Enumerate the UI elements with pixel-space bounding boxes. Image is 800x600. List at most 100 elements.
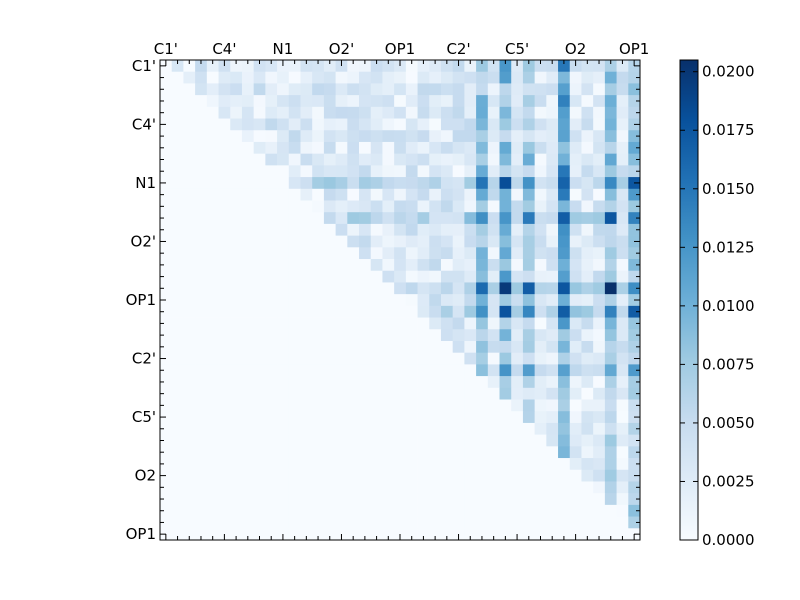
heatmap-cell [382, 259, 395, 272]
heatmap-cell [171, 294, 184, 307]
heatmap-cell [499, 422, 512, 435]
heatmap-cell [616, 422, 629, 435]
heatmap-cell [476, 153, 489, 166]
x-tick-label: OP1 [619, 40, 649, 58]
heatmap-cell [569, 60, 582, 73]
heatmap-cell [394, 106, 407, 119]
heatmap-cell [558, 106, 571, 119]
heatmap-cell [429, 247, 442, 260]
heatmap-cell [558, 411, 571, 424]
heatmap-cell [335, 504, 348, 517]
heatmap-cell [382, 364, 395, 377]
heatmap-cell [312, 469, 325, 482]
heatmap-cell [382, 317, 395, 330]
heatmap-cell [312, 516, 325, 529]
heatmap-cell [323, 340, 336, 354]
heatmap-cell [628, 504, 641, 517]
heatmap-cell [323, 188, 336, 201]
heatmap-cell [452, 305, 465, 318]
heatmap-cell [195, 305, 208, 318]
heatmap-cell [546, 493, 559, 506]
heatmap-cell [511, 434, 524, 447]
heatmap-cell [183, 153, 196, 166]
heatmap-cell [558, 165, 571, 178]
heatmap-cell [429, 71, 442, 84]
heatmap-cell [616, 118, 629, 131]
heatmap-cell [253, 118, 266, 131]
heatmap-cell [464, 259, 477, 272]
heatmap-cell [265, 212, 278, 225]
heatmap-cell [616, 165, 629, 178]
heatmap-cell [511, 387, 524, 400]
heatmap-cell [171, 282, 184, 295]
heatmap-cell [300, 364, 313, 377]
heatmap-cell [604, 376, 617, 389]
heatmap-cell [323, 223, 336, 236]
heatmap-cell [628, 200, 641, 213]
heatmap-cell [160, 305, 173, 318]
heatmap-cell [616, 493, 629, 506]
heatmap-cell [171, 259, 184, 272]
heatmap-cell [300, 329, 313, 342]
heatmap-cell [452, 434, 465, 447]
heatmap-cell [347, 141, 360, 155]
heatmap-cell [593, 294, 606, 307]
heatmap-cell [370, 153, 383, 166]
heatmap-cell [335, 60, 348, 73]
heatmap-cell [230, 60, 243, 73]
heatmap-cell [382, 493, 395, 506]
heatmap-cell [312, 458, 325, 471]
heatmap-cell [417, 458, 430, 471]
heatmap-cell [628, 446, 641, 459]
heatmap-cell [253, 422, 266, 435]
heatmap-cell [335, 247, 348, 260]
heatmap-cell [452, 504, 465, 517]
heatmap-cell [534, 259, 547, 272]
heatmap-cell [288, 458, 301, 471]
heatmap-cell [487, 411, 500, 424]
heatmap-cell [288, 294, 301, 307]
heatmap-cell [323, 504, 336, 517]
heatmap-cell [195, 60, 208, 73]
heatmap-cell [511, 130, 524, 143]
heatmap-cell [277, 153, 290, 166]
heatmap-cell [347, 165, 360, 178]
heatmap-cell [522, 317, 535, 330]
heatmap-cell [417, 60, 430, 73]
heatmap-cell [440, 71, 454, 84]
heatmap-cell [300, 528, 313, 541]
heatmap-cell [440, 469, 454, 482]
heatmap-cell [405, 422, 418, 435]
heatmap-cell [277, 95, 290, 108]
heatmap-cell [277, 165, 290, 178]
heatmap-cell [511, 329, 524, 342]
heatmap-cell [171, 305, 184, 318]
heatmap-cell [476, 422, 489, 435]
heatmap-cell [604, 165, 617, 178]
heatmap-cell [253, 141, 266, 155]
heatmap-cell [546, 387, 559, 400]
x-tick-label: O2 [565, 40, 586, 58]
heatmap-cell [359, 340, 372, 354]
heatmap-cell [452, 399, 465, 412]
heatmap-cell [241, 446, 255, 459]
heatmap-cell [265, 83, 278, 96]
heatmap-cell [394, 177, 407, 190]
heatmap-cell [265, 528, 278, 541]
heatmap-cell [581, 352, 594, 365]
heatmap-cell [183, 95, 196, 108]
heatmap-cell [417, 141, 430, 155]
heatmap-cell [405, 247, 418, 260]
heatmap-cell [558, 200, 571, 213]
heatmap-cell [230, 411, 243, 424]
heatmap-cell [604, 411, 617, 424]
heatmap-cell [218, 458, 231, 471]
heatmap-cell [534, 282, 547, 295]
heatmap-cell [405, 177, 418, 190]
heatmap-cell [160, 165, 173, 178]
heatmap-cell [218, 83, 231, 96]
heatmap-cell [218, 270, 231, 283]
heatmap-cell [277, 60, 290, 73]
heatmap-cell [218, 259, 231, 272]
heatmap-cell [323, 399, 336, 412]
